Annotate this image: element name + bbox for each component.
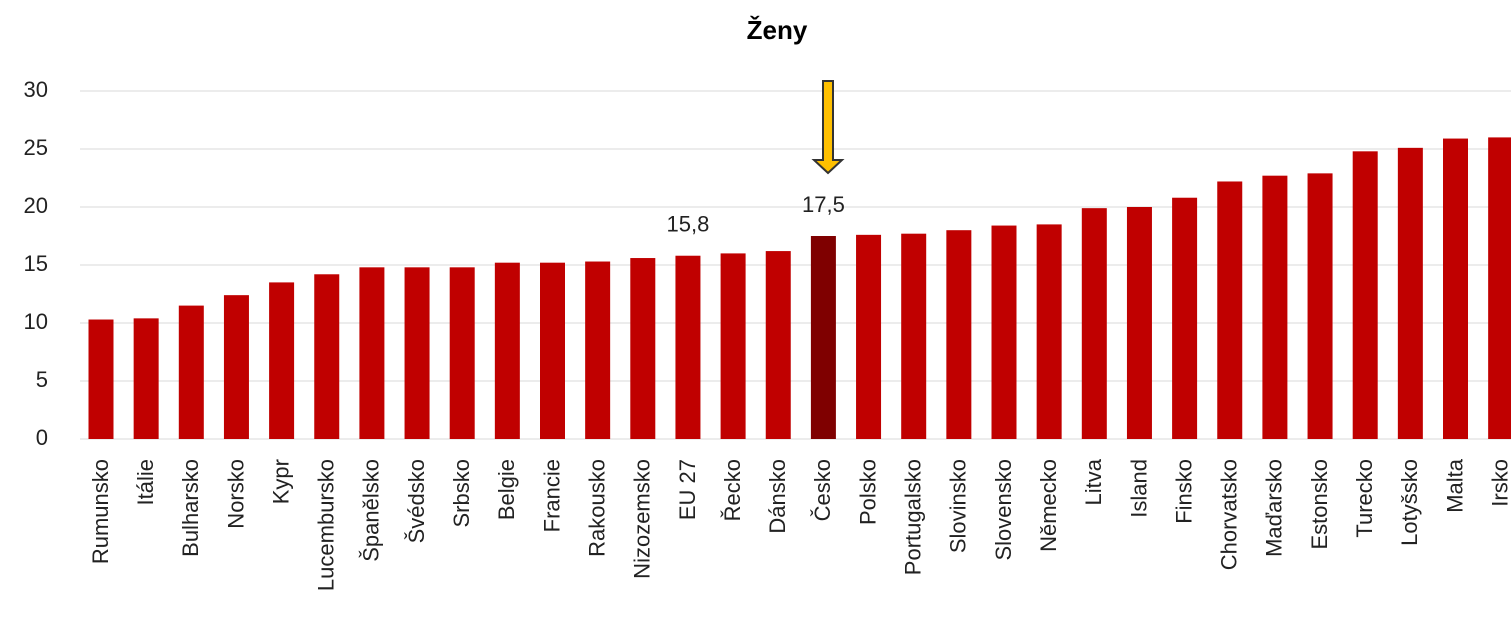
- bar: [720, 253, 746, 439]
- x-tick-label: Švédsko: [404, 459, 429, 543]
- bar: [991, 225, 1017, 439]
- bar: [1217, 181, 1243, 440]
- bar: [765, 251, 791, 439]
- bar: [133, 318, 159, 439]
- x-tick-label: Rumunsko: [88, 459, 113, 564]
- bar: [1397, 147, 1423, 439]
- x-tick-label: Litva: [1081, 458, 1106, 505]
- x-tick-label: Česko: [810, 459, 835, 521]
- x-tick-label: Srbsko: [449, 459, 474, 527]
- x-tick-label: Lucembursko: [314, 459, 339, 591]
- bar: [494, 262, 520, 439]
- x-tick-label: Finsko: [1171, 459, 1196, 524]
- x-tick-label: Nizozemsko: [630, 459, 655, 579]
- y-tick-label: 0: [36, 425, 48, 450]
- bar: [810, 236, 836, 439]
- bar: [404, 267, 430, 439]
- value-label: 15,8: [667, 212, 710, 237]
- value-label: 17,5: [802, 192, 845, 217]
- bar: [314, 274, 340, 439]
- x-tick-label: Itálie: [133, 459, 158, 505]
- x-tick-label: Polsko: [855, 459, 880, 525]
- highlight-arrow: [811, 80, 845, 175]
- bar: [630, 258, 656, 439]
- bar: [1352, 151, 1378, 439]
- bar: [269, 282, 295, 439]
- x-tick-label: EU 27: [675, 459, 700, 520]
- bar: [1126, 207, 1152, 439]
- x-tick-label: Belgie: [494, 459, 519, 520]
- y-tick-label: 15: [24, 251, 48, 276]
- x-tick-label: Maďarsko: [1262, 459, 1287, 557]
- x-tick-label: Slovinsko: [946, 459, 971, 553]
- bar: [675, 255, 701, 439]
- x-tick-label: Německo: [1036, 459, 1061, 552]
- bar: [178, 305, 204, 439]
- bar: [1307, 173, 1333, 440]
- bar: [1036, 224, 1062, 439]
- x-tick-label: Dánsko: [765, 459, 790, 534]
- x-tick-label: Slovensko: [991, 459, 1016, 561]
- x-tick-label: Island: [1126, 459, 1151, 518]
- x-tick-label: Malta: [1442, 458, 1467, 513]
- bar: [540, 262, 565, 439]
- x-tick-label: Francie: [539, 459, 564, 532]
- bar: [88, 319, 114, 439]
- y-tick-label: 5: [36, 367, 48, 392]
- bar: [1081, 208, 1107, 439]
- x-tick-label: Lotyšsko: [1397, 459, 1422, 546]
- bar: [856, 234, 882, 439]
- y-tick-label: 25: [24, 135, 48, 160]
- y-tick-label: 10: [24, 309, 48, 334]
- bar: [1488, 137, 1511, 439]
- x-tick-label: Chorvatsko: [1217, 459, 1242, 570]
- x-tick-label: Kypr: [268, 459, 293, 504]
- bar: [946, 230, 972, 439]
- bar: [359, 267, 385, 439]
- plot-area: 0 5 10 15 20 25 30 Rumunsko Itálie Bulharsko Norsk…: [24, 77, 1511, 591]
- bar: [1262, 175, 1288, 439]
- x-tick-label: Turecko: [1352, 459, 1377, 538]
- y-tick-label: 30: [24, 77, 48, 102]
- chart-title: Ženy: [747, 15, 808, 45]
- x-tick-label: Rakousko: [584, 459, 609, 557]
- x-tick-label: Španělsko: [359, 459, 384, 562]
- bar: [585, 261, 611, 439]
- x-tick-label: Bulharsko: [178, 459, 203, 557]
- x-tick-label: Estonsko: [1307, 459, 1332, 550]
- bar: [223, 295, 249, 439]
- bar: [901, 233, 927, 439]
- x-tick-label: Norsko: [223, 459, 248, 529]
- y-tick-label: 20: [24, 193, 48, 218]
- bar: [1443, 138, 1468, 439]
- x-tick-label: Irsko: [1487, 459, 1511, 507]
- x-tick-label: Řecko: [720, 459, 745, 521]
- bar: [1172, 197, 1198, 439]
- bar: [449, 267, 475, 439]
- x-tick-label: Portugalsko: [901, 459, 926, 575]
